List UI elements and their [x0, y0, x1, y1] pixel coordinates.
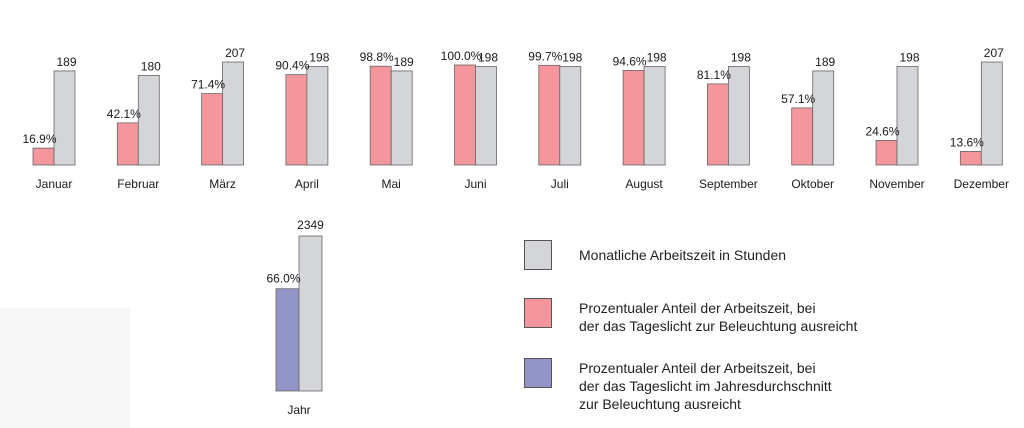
bar-working-hours [306, 66, 329, 166]
monthly-bar-chart: 16.9% 189 Januar 42.1% 180 Februar 71.4% 207 Mär… [22, 46, 1009, 191]
data-label-hours: 207 [225, 46, 245, 60]
bar-working-hours [896, 66, 919, 166]
category-label: Mai [382, 177, 401, 191]
data-label-hours: 207 [984, 46, 1004, 60]
bar-daylight-percent [959, 150, 982, 166]
bar-daylight-percent [538, 64, 561, 166]
annual-bar-chart: 66.0% 2349 Jahr [266, 218, 324, 417]
data-label-percent: 90.4% [275, 59, 309, 73]
bar-annual-working-hours [298, 235, 323, 392]
data-label-hours: 198 [562, 50, 582, 64]
category-label: Januar [36, 177, 73, 191]
bar-working-hours [728, 66, 750, 166]
bar-working-hours [559, 66, 582, 166]
data-label-percent: 24.6% [865, 124, 899, 138]
data-label-hours: 198 [731, 50, 751, 64]
data-label-percent: 100.0% [441, 49, 482, 63]
category-label-year: Jahr [287, 403, 310, 417]
data-label-percent: 42.1% [107, 107, 141, 121]
legend-label-working-hours: Monatliche Arbeitszeit in Stunden [579, 247, 787, 263]
legend-swatch-gray [524, 240, 552, 270]
bar-working-hours [53, 70, 76, 166]
legend-label-daylight-monthly: Prozentualer Anteil der Arbeitszeit, bei… [579, 300, 858, 334]
category-label: August [625, 177, 663, 191]
bar-daylight-percent [454, 64, 476, 166]
bar-working-hours [812, 70, 835, 166]
bar-working-hours [222, 61, 245, 166]
data-label-percent: 13.6% [950, 135, 984, 149]
data-label-hours: 189 [56, 55, 76, 69]
category-label: Dezember [954, 177, 1009, 191]
data-label-hours: 189 [815, 55, 835, 69]
bar-working-hours [137, 75, 160, 166]
bar-daylight-percent [622, 70, 645, 166]
bar-working-hours [643, 66, 666, 166]
data-label-percent: 71.4% [191, 78, 225, 92]
category-label: April [295, 177, 319, 191]
bar-annual-daylight-percent [275, 288, 300, 392]
bar-working-hours [980, 61, 1003, 166]
data-label-hours: 198 [309, 50, 329, 64]
data-label-percent: 94.6% [613, 54, 647, 68]
bar-daylight-percent [875, 139, 898, 166]
background-panel [0, 308, 130, 428]
data-label-percent: 81.1% [697, 68, 731, 82]
data-label-percent: 99.7% [528, 49, 562, 63]
data-label-hours: 198 [899, 50, 919, 64]
legend-swatch-pink [524, 298, 552, 328]
bar-working-hours [475, 66, 497, 166]
data-label-hours: 198 [647, 50, 667, 64]
category-label: September [699, 177, 758, 191]
bar-daylight-percent [791, 107, 814, 166]
category-label: Oktober [791, 177, 834, 191]
data-label-hours: 189 [394, 55, 414, 69]
data-label-percent: 57.1% [781, 92, 815, 106]
category-label: Juni [464, 177, 486, 191]
category-label: März [209, 177, 236, 191]
legend-swatch-purple [524, 358, 552, 388]
category-label: Juli [551, 177, 569, 191]
data-label-hours: 180 [141, 59, 161, 73]
data-label-percent: 16.9% [22, 132, 56, 146]
bar-working-hours [390, 70, 413, 166]
data-label-annual-hours: 2349 [297, 218, 324, 232]
category-label: Februar [117, 177, 159, 191]
data-label-hours: 198 [478, 50, 498, 64]
data-label-annual-percent: 66.0% [266, 272, 300, 286]
bar-daylight-percent [707, 83, 729, 166]
data-label-percent: 98.8% [360, 50, 394, 64]
category-label: November [869, 177, 924, 191]
legend-label-daylight-annual: Prozentualer Anteil der Arbeitszeit, bei… [579, 360, 832, 412]
